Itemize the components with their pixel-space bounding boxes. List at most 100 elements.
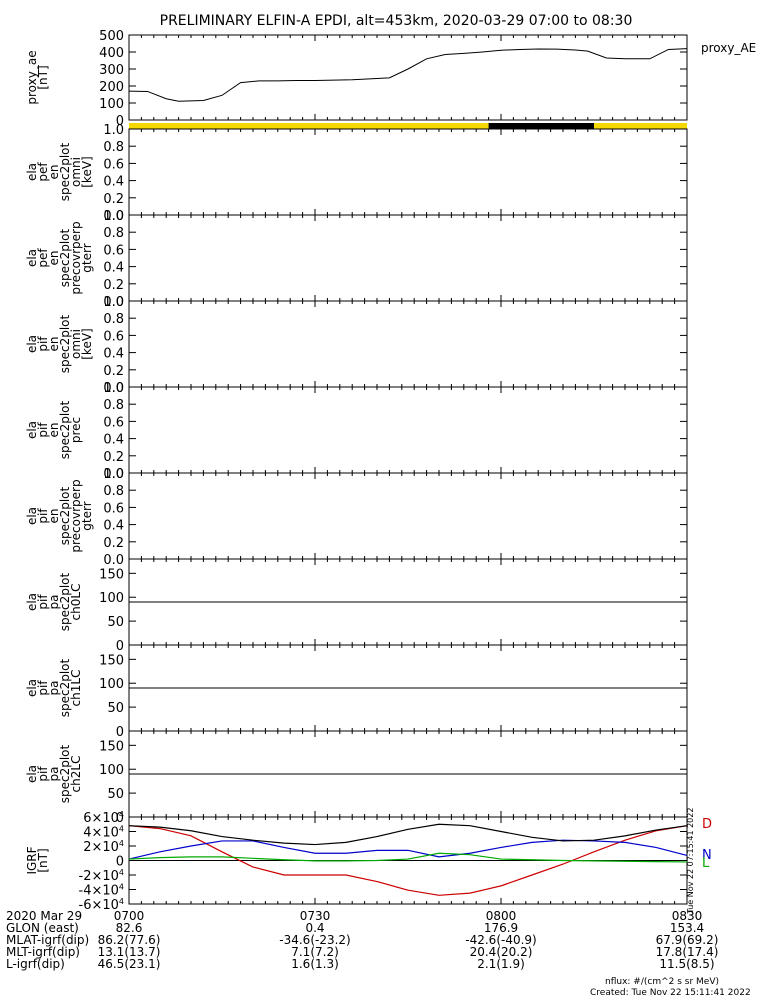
x-row-label: L-igrf(dip) [6,957,65,971]
y-tick-label: 0 [116,639,124,654]
y-tick-label: 0.2 [103,278,124,293]
vertical-timestamp: Tue Nov 22 07:15:41 2022 [686,808,695,915]
x-row-value: 0730 [299,909,331,923]
y-tick-label: 1.0 [103,381,124,396]
y-tick-label: 500 [99,29,124,44]
legend-L: L [702,856,710,871]
y-tick-label: 0.4 [103,175,124,190]
y-tick-label: 0.2 [103,450,124,465]
y-tick-label: 0.6 [103,243,124,258]
created-timestamp: Created: Tue Nov 22 15:11:41 2022 [590,988,751,998]
panel-frame [128,128,688,216]
panel-frame [128,34,688,121]
y-tick-label: 0.6 [103,157,124,172]
igrf-line-N [128,839,688,860]
y-axis-label: ela [25,507,39,525]
y-axis-label: gterr [80,501,94,530]
y-axis-label: pif [36,508,50,524]
y-axis-label: ela [25,335,39,353]
y-tick-label: 0.4 [103,261,124,276]
panel-frame [128,472,688,560]
igrf-line-D [128,825,688,896]
panel-ela_pef_en_spec2plot_precovrperp_gterr: 0.0 0.2 0.4 0.6 0.8 1.0 elapefenspec2plotpreco… [25,209,688,310]
y-axis-label: spec2plot [58,314,72,373]
legend-N: N [702,848,712,863]
y-axis-label: ela [25,163,39,181]
y-tick-label: -2×104 [79,868,125,884]
x-row-value: -34.6(-23.2) [279,933,351,947]
y-axis-label: ela [25,765,39,783]
flux-units-note: nflux: #/(cm^2 s sr MeV) [605,977,719,987]
y-tick-label: 0.8 [103,226,124,241]
plot-title: PRELIMINARY ELFIN-A EPDI, alt=453km, 202… [160,13,633,29]
y-tick-label: 0.0 [103,467,124,482]
x-row-value: 0700 [113,909,145,923]
x-row-value: 46.5(23.1) [97,957,161,971]
y-axis-label: spec2plot [58,142,72,201]
y-tick-label: 0.4 [103,433,124,448]
y-tick-label: 0.6 [103,329,124,344]
y-axis-label: [keV] [80,328,94,359]
y-tick-exponent: 4 [119,868,124,877]
y-tick-label: 0.4 [103,347,124,362]
y-axis-label: en [47,337,61,352]
y-tick-label: 1.0 [103,467,124,482]
x-row-value: 2.1(1.9) [477,957,525,971]
y-tick-label: 50 [107,787,124,802]
x-row-value: 153.4 [669,921,705,935]
panel-spin_status_bar [129,123,687,129]
y-tick-label: -4×104 [79,883,125,899]
y-axis-label: pif [36,594,50,610]
y-tick-label: 0.4 [103,519,124,534]
y-axis-label: pa [47,767,61,782]
y-tick-label: 0 [116,725,124,740]
x-row-label: 2020 Mar 29 [6,909,83,923]
y-tick-label: 2×104 [83,839,124,855]
y-tick-exponent: 4 [119,839,124,848]
y-tick-label: 100 [99,677,124,692]
y-axis-label: spec2plot [58,400,72,459]
y-tick-label: 0.8 [103,484,124,499]
x-row-value: 0830 [671,909,703,923]
y-axis-label: spec2plot [58,658,72,717]
y-tick-label: 400 [99,46,124,61]
y-axis-label: pif [36,680,50,696]
y-axis-label: prec [69,417,83,443]
y-tick-label: 100 [99,591,124,606]
y-tick-label: 0.2 [103,192,124,207]
igrf-line-L [128,852,688,863]
y-axis-label: spec2plot [58,228,72,287]
y-tick-label: 150 [99,739,124,754]
y-axis-label: pa [47,681,61,696]
y-axis-label: omni [69,157,83,187]
y-tick-label: 0.6 [103,501,124,516]
x-row-value: 13.1(13.7) [97,945,161,959]
panel-frame [128,214,688,302]
x-row-label: GLON (east) [6,921,79,935]
y-tick-label: 0.6 [103,415,124,430]
y-axis-label: en [47,251,61,266]
y-axis-label: spec2plot [58,486,72,545]
y-axis-label: ela [25,249,39,267]
y-tick-exponent: 4 [119,810,124,819]
y-axis-label: ch2LC [69,756,83,793]
y-tick-label: 6×104 [83,810,124,826]
x-row-value: 7.1(7.2) [291,945,339,959]
x-row-value: 20.4(20.2) [469,945,533,959]
y-tick-label: 150 [99,653,124,668]
y-tick-label: 0 [116,855,124,870]
legend-proxy-ae: proxy_AE [701,41,756,55]
y-axis-label: ch0LC [69,584,83,621]
y-tick-label: 200 [99,80,124,95]
y-tick-label: 0.0 [103,295,124,310]
y-tick-exponent: 4 [119,883,124,892]
x-row-value: 1.6(1.3) [291,957,339,971]
x-row-label: MLT-igrf(dip) [6,945,80,959]
y-tick-label: 0.8 [103,312,124,327]
x-row-value: 67.9(69.2) [655,933,719,947]
y-tick-label: 0.0 [103,209,124,224]
y-axis-label: omni [69,329,83,359]
y-tick-label: 100 [99,97,124,112]
